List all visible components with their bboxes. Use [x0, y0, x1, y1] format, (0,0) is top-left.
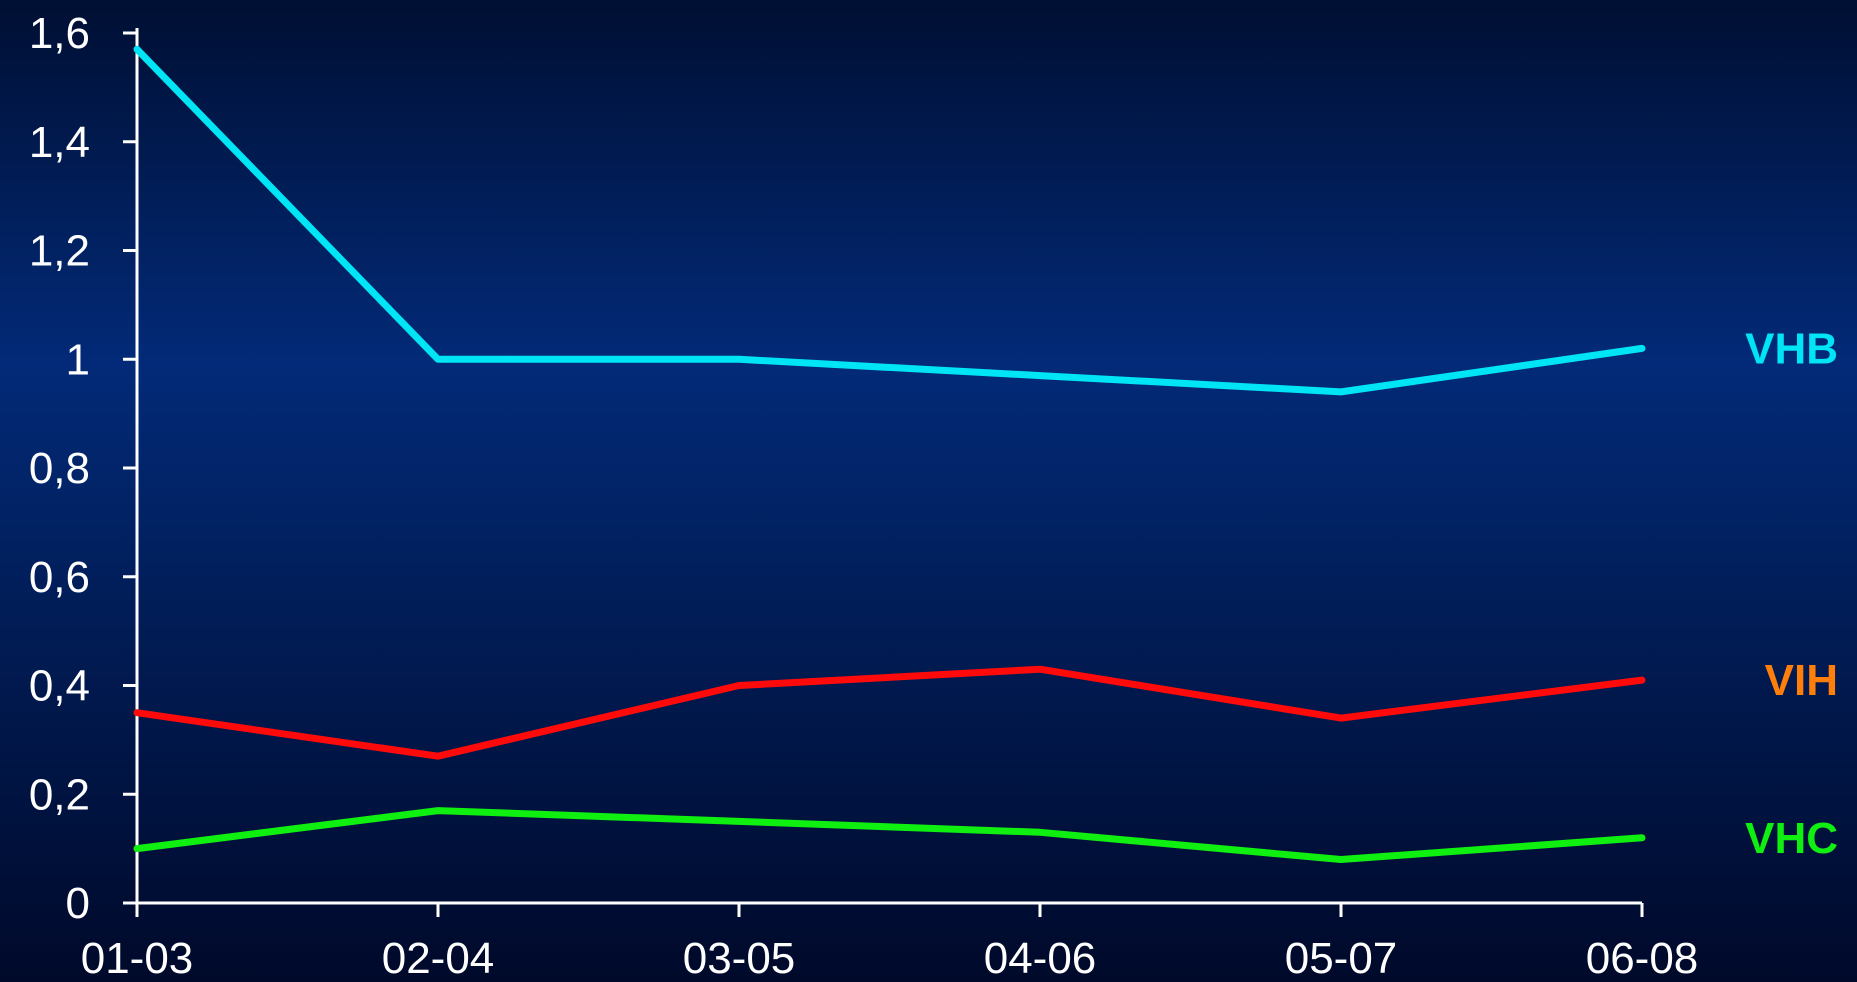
y-tick-label: 0,2 — [29, 770, 90, 819]
y-tick-label: 1,6 — [29, 9, 90, 58]
series-line-vhc — [133, 807, 1646, 863]
series-line-vih — [133, 665, 1646, 760]
series-label-vhb: VHB — [1745, 324, 1838, 373]
x-tick-label: 04-06 — [984, 934, 1097, 982]
x-tick-label: 02-04 — [382, 934, 495, 982]
x-tick-label: 01-03 — [81, 934, 194, 982]
series-line-vhb — [133, 45, 1646, 396]
series-label-vhc: VHC — [1745, 814, 1838, 863]
y-tick-label: 0,6 — [29, 553, 90, 602]
axes: 0 0,2 0,4 0,6 0,8 1 1,2 1,4 1,6 01-03 02-04 03-05 04… — [29, 9, 1698, 982]
x-tick-label: 05-07 — [1285, 934, 1398, 982]
y-tick-label: 1,4 — [29, 118, 90, 167]
y-tick-label: 0,4 — [29, 662, 90, 711]
series-lines — [133, 45, 1646, 863]
x-tick-label: 03-05 — [683, 934, 796, 982]
y-tick-label: 0,8 — [29, 444, 90, 493]
series-label-vih: VIH — [1765, 656, 1838, 705]
y-tick-label: 1 — [66, 335, 90, 384]
labels: VHB VIH VHC — [1745, 324, 1838, 862]
y-tick-label: 1,2 — [29, 227, 90, 276]
x-tick-label: 06-08 — [1586, 934, 1699, 982]
y-tick-label: 0 — [66, 879, 90, 928]
